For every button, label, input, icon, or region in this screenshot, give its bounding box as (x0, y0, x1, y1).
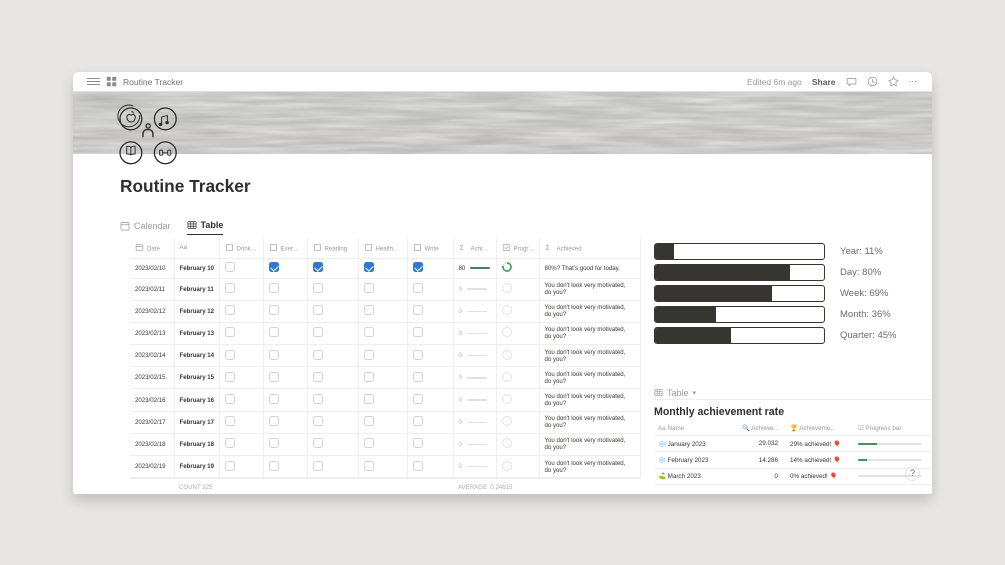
svg-text:Σ: Σ (545, 245, 549, 252)
svg-text:Σ: Σ (459, 245, 463, 252)
